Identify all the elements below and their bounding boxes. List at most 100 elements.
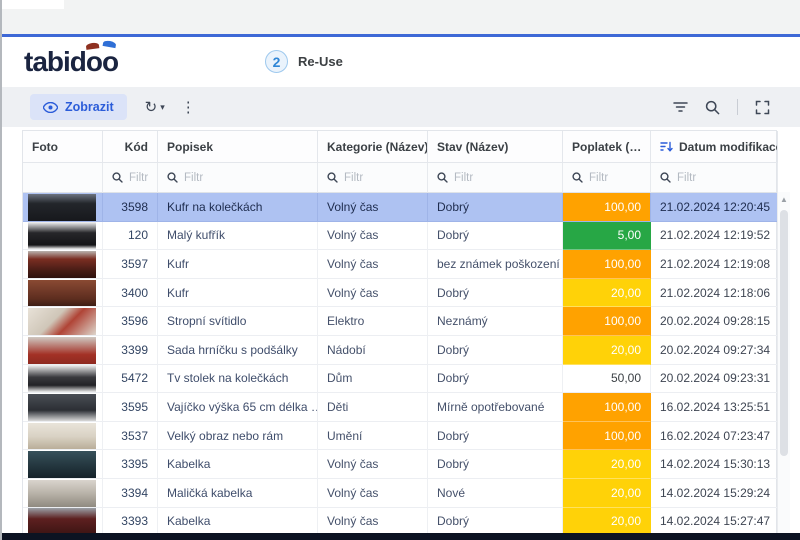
cell-kategorie[interactable]: Nádobí bbox=[318, 335, 428, 365]
cell-stav[interactable]: Neznámý bbox=[428, 307, 563, 336]
cell-foto[interactable] bbox=[23, 335, 103, 365]
cell-popisek[interactable]: Kabelka bbox=[158, 507, 318, 537]
search-icon[interactable] bbox=[705, 100, 720, 115]
cell-foto[interactable] bbox=[23, 393, 103, 422]
cell-kod[interactable]: 3395 bbox=[103, 450, 158, 479]
cell-datum[interactable]: 14.02.2024 15:27:47 bbox=[651, 507, 778, 537]
cell-kategorie[interactable]: Děti bbox=[318, 393, 428, 422]
cell-foto[interactable] bbox=[23, 307, 103, 336]
table-row[interactable]: 3395 Kabelka Volný čas Dobrý 20,00 14.02… bbox=[23, 450, 778, 479]
cell-kod[interactable]: 3400 bbox=[103, 278, 158, 308]
cell-kategorie[interactable]: Elektro bbox=[318, 307, 428, 336]
cell-popisek[interactable]: Sada hrníčku s podšálky bbox=[158, 335, 318, 365]
filter-icon[interactable] bbox=[673, 101, 688, 113]
filter-input-kategorie[interactable]: Filtr bbox=[318, 163, 428, 193]
cell-kategorie[interactable]: Volný čas bbox=[318, 450, 428, 479]
cell-foto[interactable] bbox=[23, 450, 103, 479]
cell-poplatek-badge[interactable]: 100,00 bbox=[563, 393, 651, 422]
cell-kod[interactable]: 3596 bbox=[103, 307, 158, 336]
cell-kod[interactable]: 3597 bbox=[103, 250, 158, 279]
cell-stav[interactable]: Dobrý bbox=[428, 421, 563, 451]
cell-datum[interactable]: 16.02.2024 07:23:47 bbox=[651, 421, 778, 451]
item-photo-thumbnail[interactable] bbox=[28, 365, 96, 393]
cell-stav[interactable]: Dobrý bbox=[428, 278, 563, 308]
cell-popisek[interactable]: Velký obraz nebo rám bbox=[158, 421, 318, 451]
cell-kategorie[interactable]: Volný čas bbox=[318, 193, 428, 222]
table-row[interactable]: 3400 Kufr Volný čas Dobrý 20,00 21.02.20… bbox=[23, 278, 778, 308]
cell-foto[interactable] bbox=[23, 278, 103, 308]
cell-poplatek-badge[interactable]: 100,00 bbox=[563, 193, 651, 222]
item-photo-thumbnail[interactable] bbox=[28, 222, 96, 250]
cell-poplatek-badge[interactable]: 20,00 bbox=[563, 478, 651, 508]
cell-datum[interactable]: 14.02.2024 15:29:24 bbox=[651, 478, 778, 508]
cell-datum[interactable]: 20.02.2024 09:23:31 bbox=[651, 364, 778, 394]
cell-kod[interactable]: 3394 bbox=[103, 478, 158, 508]
cell-poplatek-badge[interactable]: 100,00 bbox=[563, 250, 651, 279]
item-photo-thumbnail[interactable] bbox=[28, 336, 96, 364]
cell-kod[interactable]: 3537 bbox=[103, 421, 158, 451]
cell-kategorie[interactable]: Dům bbox=[318, 364, 428, 394]
cell-datum[interactable]: 20.02.2024 09:27:34 bbox=[651, 335, 778, 365]
cell-poplatek-badge[interactable]: 100,00 bbox=[563, 307, 651, 336]
item-photo-thumbnail[interactable] bbox=[28, 308, 96, 335]
cell-poplatek-badge[interactable]: 5,00 bbox=[563, 221, 651, 251]
cell-kategorie[interactable]: Volný čas bbox=[318, 278, 428, 308]
scroll-up-arrow-icon[interactable]: ▲ bbox=[780, 195, 788, 204]
item-photo-thumbnail[interactable] bbox=[28, 393, 96, 421]
cell-datum[interactable]: 16.02.2024 13:25:51 bbox=[651, 393, 778, 422]
cell-kod[interactable]: 3393 bbox=[103, 507, 158, 537]
cell-kod[interactable]: 5472 bbox=[103, 364, 158, 394]
column-header-foto[interactable]: Foto bbox=[23, 131, 103, 163]
cell-foto[interactable] bbox=[23, 478, 103, 508]
cell-popisek[interactable]: Kufr bbox=[158, 250, 318, 279]
cell-foto[interactable] bbox=[23, 364, 103, 394]
cell-popisek[interactable]: Kabelka bbox=[158, 450, 318, 479]
cell-kategorie[interactable]: Volný čas bbox=[318, 507, 428, 537]
refresh-button[interactable]: ↻ ▾ bbox=[145, 98, 165, 116]
app-title-group[interactable]: 2 Re-Use bbox=[265, 50, 343, 73]
filter-input-kod[interactable]: Filtr bbox=[103, 163, 158, 193]
cell-poplatek-badge[interactable]: 100,00 bbox=[563, 421, 651, 451]
column-header-popisek[interactable]: Popisek bbox=[158, 131, 318, 163]
cell-stav[interactable]: Dobrý bbox=[428, 507, 563, 537]
table-row[interactable]: 3598 Kufr na kolečkách Volný čas Dobrý 1… bbox=[23, 193, 778, 222]
table-row[interactable]: 3393 Kabelka Volný čas Dobrý 20,00 14.02… bbox=[23, 507, 778, 537]
column-header-poplatek[interactable]: Poplatek (… bbox=[563, 131, 651, 163]
column-header-stav[interactable]: Stav (Název) bbox=[428, 131, 563, 163]
cell-stav[interactable]: Mírně opotřebované bbox=[428, 393, 563, 422]
cell-foto[interactable] bbox=[23, 507, 103, 537]
filter-input-datum[interactable]: Filtr bbox=[651, 163, 778, 193]
cell-datum[interactable]: 21.02.2024 12:19:52 bbox=[651, 221, 778, 251]
cell-stav[interactable]: Nové bbox=[428, 478, 563, 508]
item-photo-thumbnail[interactable] bbox=[28, 479, 96, 507]
table-row[interactable]: 3394 Maličká kabelka Volný čas Nové 20,0… bbox=[23, 478, 778, 508]
cell-poplatek-badge[interactable]: 50,00 bbox=[563, 364, 651, 394]
cell-poplatek-badge[interactable]: 20,00 bbox=[563, 450, 651, 479]
table-row[interactable]: 3399 Sada hrníčku s podšálky Nádobí Dobr… bbox=[23, 335, 778, 365]
zobrazit-button[interactable]: Zobrazit bbox=[30, 94, 127, 120]
cell-foto[interactable] bbox=[23, 193, 103, 222]
cell-poplatek-badge[interactable]: 20,00 bbox=[563, 278, 651, 308]
scrollbar-thumb[interactable] bbox=[780, 210, 788, 456]
table-row[interactable]: 120 Malý kufřík Volný čas Dobrý 5,00 21.… bbox=[23, 221, 778, 251]
cell-stav[interactable]: Dobrý bbox=[428, 221, 563, 251]
filter-input-stav[interactable]: Filtr bbox=[428, 163, 563, 193]
column-header-kategorie[interactable]: Kategorie (Název) bbox=[318, 131, 428, 163]
cell-popisek[interactable]: Maličká kabelka bbox=[158, 478, 318, 508]
filter-input-popisek[interactable]: Filtr bbox=[158, 163, 318, 193]
cell-foto[interactable] bbox=[23, 421, 103, 451]
tabidoo-logo[interactable]: tabidoo bbox=[24, 39, 119, 78]
cell-kategorie[interactable]: Volný čas bbox=[318, 221, 428, 251]
cell-kod[interactable]: 3598 bbox=[103, 193, 158, 222]
cell-kod[interactable]: 120 bbox=[103, 221, 158, 251]
cell-popisek[interactable]: Stropní svítidlo bbox=[158, 307, 318, 336]
item-photo-thumbnail[interactable] bbox=[28, 451, 96, 478]
cell-kod[interactable]: 3399 bbox=[103, 335, 158, 365]
cell-stav[interactable]: Dobrý bbox=[428, 364, 563, 394]
vertical-scrollbar[interactable]: ▲ bbox=[777, 192, 790, 533]
cell-stav[interactable]: Dobrý bbox=[428, 335, 563, 365]
cell-datum[interactable]: 21.02.2024 12:18:06 bbox=[651, 278, 778, 308]
cell-poplatek-badge[interactable]: 20,00 bbox=[563, 507, 651, 537]
cell-popisek[interactable]: Tv stolek na kolečkách bbox=[158, 364, 318, 394]
cell-kategorie[interactable]: Volný čas bbox=[318, 478, 428, 508]
